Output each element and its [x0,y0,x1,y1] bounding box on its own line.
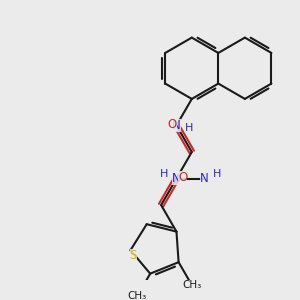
Text: O: O [178,171,187,184]
Text: H: H [185,123,193,133]
Text: H: H [212,169,221,179]
Text: H: H [160,169,168,179]
Text: O: O [168,118,177,130]
Text: N: N [172,119,181,132]
Text: CH₃: CH₃ [127,291,146,300]
Text: CH₃: CH₃ [182,280,202,290]
Text: S: S [130,249,137,262]
Text: N: N [200,172,208,185]
Text: N: N [172,172,181,185]
